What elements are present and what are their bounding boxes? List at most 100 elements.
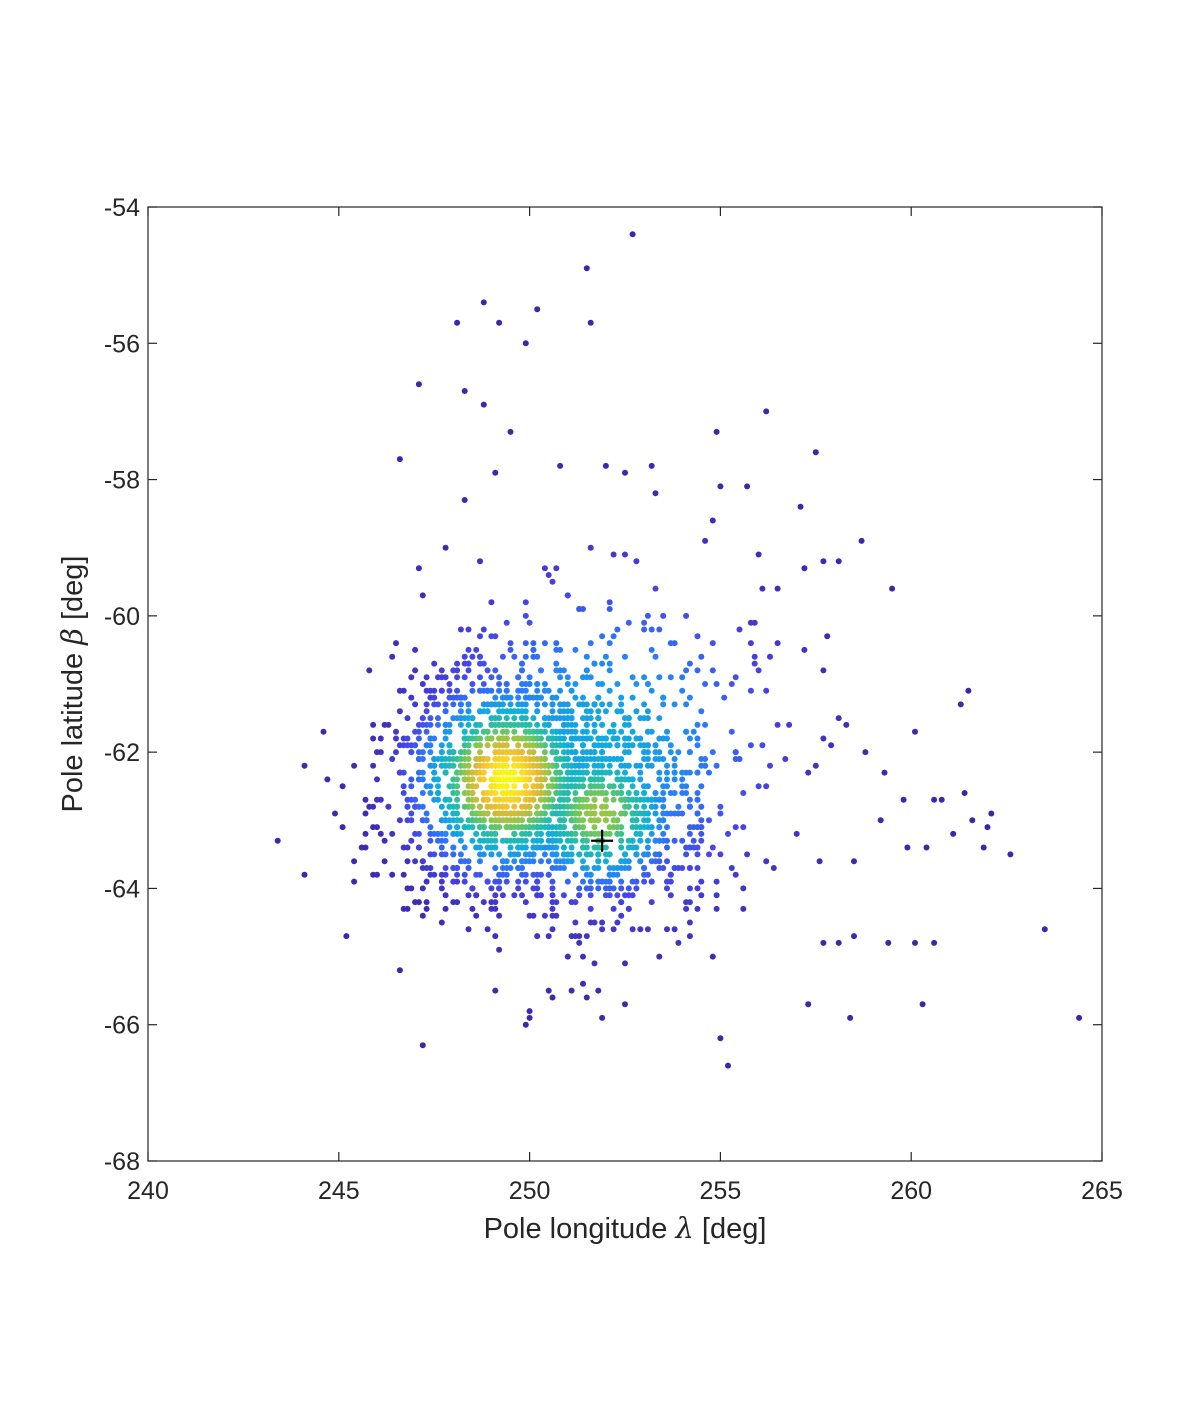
scatter-point bbox=[576, 851, 583, 858]
scatter-point bbox=[694, 735, 701, 742]
scatter-point bbox=[480, 851, 487, 858]
scatter-point bbox=[583, 769, 590, 776]
scatter-point bbox=[686, 803, 693, 810]
scatter-point bbox=[522, 899, 529, 906]
scatter-point bbox=[633, 790, 640, 796]
scatter-point bbox=[461, 878, 468, 885]
scatter-point bbox=[835, 939, 842, 946]
scatter-point bbox=[664, 762, 670, 769]
scatter-point bbox=[515, 694, 522, 701]
scatter-point bbox=[759, 742, 766, 749]
scatter-point bbox=[534, 687, 541, 694]
scatter-point bbox=[560, 667, 567, 674]
scatter-point bbox=[423, 708, 430, 715]
scatter-point bbox=[583, 701, 590, 708]
scatter-point bbox=[622, 960, 628, 967]
scatter-point bbox=[713, 892, 720, 899]
scatter-point bbox=[675, 803, 682, 810]
scatter-point bbox=[496, 681, 503, 687]
scatter-point bbox=[465, 762, 472, 769]
scatter-point bbox=[656, 817, 663, 824]
scatter-point bbox=[442, 871, 449, 878]
scatter-point bbox=[351, 762, 358, 769]
scatter-point bbox=[465, 742, 472, 749]
scatter-point bbox=[534, 803, 541, 810]
scatter-point bbox=[583, 994, 590, 1001]
scatter-point bbox=[503, 756, 510, 762]
scatter-point bbox=[912, 939, 918, 946]
scatter-point bbox=[415, 728, 422, 735]
scatter-point bbox=[526, 817, 533, 824]
scatter-point bbox=[492, 987, 499, 994]
scatter-point bbox=[698, 783, 705, 790]
scatter-point bbox=[408, 817, 415, 824]
scatter-point bbox=[496, 319, 503, 326]
scatter-point bbox=[393, 640, 399, 647]
scatter-point bbox=[629, 810, 636, 817]
scatter-point bbox=[519, 892, 525, 899]
scatter-point bbox=[618, 783, 625, 790]
scatter-point bbox=[568, 987, 575, 994]
scatter-point bbox=[511, 830, 518, 837]
scatter-point bbox=[881, 769, 888, 776]
scatter-point bbox=[602, 817, 609, 824]
scatter-point bbox=[435, 790, 441, 796]
scatter-point bbox=[442, 544, 449, 551]
scatter-point bbox=[438, 749, 445, 756]
scatter-point bbox=[686, 830, 693, 837]
scatter-point bbox=[541, 749, 548, 756]
scatter-point bbox=[763, 783, 770, 790]
scatter-point bbox=[686, 749, 693, 756]
scatter-point bbox=[469, 715, 476, 722]
scatter-point bbox=[492, 837, 499, 844]
scatter-point bbox=[404, 905, 411, 912]
scatter-point bbox=[637, 742, 644, 749]
scatter-point bbox=[686, 933, 693, 940]
scatter-point bbox=[602, 735, 609, 742]
scatter-point bbox=[694, 633, 701, 640]
scatter-point bbox=[618, 796, 625, 803]
scatter-point bbox=[595, 858, 602, 865]
scatter-point bbox=[652, 810, 659, 817]
scatter-point bbox=[438, 885, 445, 892]
scatter-point bbox=[641, 871, 648, 878]
scatter-point bbox=[877, 817, 884, 824]
scatter-point bbox=[629, 694, 636, 701]
scatter-point bbox=[538, 667, 544, 674]
scatter-point bbox=[427, 749, 434, 756]
scatter-point bbox=[599, 633, 606, 640]
scatter-point bbox=[530, 783, 537, 790]
scatter-point bbox=[969, 817, 976, 824]
scatter-point bbox=[477, 674, 483, 681]
scatter-point bbox=[618, 694, 625, 701]
scatter-point bbox=[801, 646, 808, 653]
scatter-point bbox=[774, 640, 781, 647]
scatter-point bbox=[755, 551, 762, 558]
scatter-point bbox=[549, 776, 556, 783]
scatter-point bbox=[629, 926, 636, 933]
scatter-point bbox=[641, 878, 648, 885]
scatter-point bbox=[664, 728, 670, 735]
scatter-point bbox=[591, 721, 598, 728]
scatter-point bbox=[396, 817, 403, 824]
scatter-point bbox=[904, 844, 911, 851]
scatter-point bbox=[698, 756, 705, 762]
scatter-point bbox=[530, 885, 537, 892]
scatter-point bbox=[1076, 1014, 1083, 1021]
scatter-point bbox=[339, 783, 346, 790]
scatter-point bbox=[580, 817, 586, 824]
scatter-point bbox=[549, 878, 556, 885]
scatter-point bbox=[740, 824, 747, 831]
scatter-point bbox=[522, 796, 529, 803]
y-tick-label: -60 bbox=[104, 603, 140, 631]
scatter-point bbox=[507, 646, 514, 653]
scatter-point bbox=[496, 687, 503, 694]
scatter-point bbox=[377, 749, 384, 756]
scatter-point bbox=[576, 885, 583, 892]
scatter-point bbox=[591, 796, 598, 803]
scatter-point bbox=[641, 626, 648, 633]
scatter-point bbox=[431, 851, 438, 858]
scatter-point bbox=[431, 769, 438, 776]
scatter-point bbox=[526, 674, 533, 681]
scatter-point bbox=[725, 830, 731, 837]
